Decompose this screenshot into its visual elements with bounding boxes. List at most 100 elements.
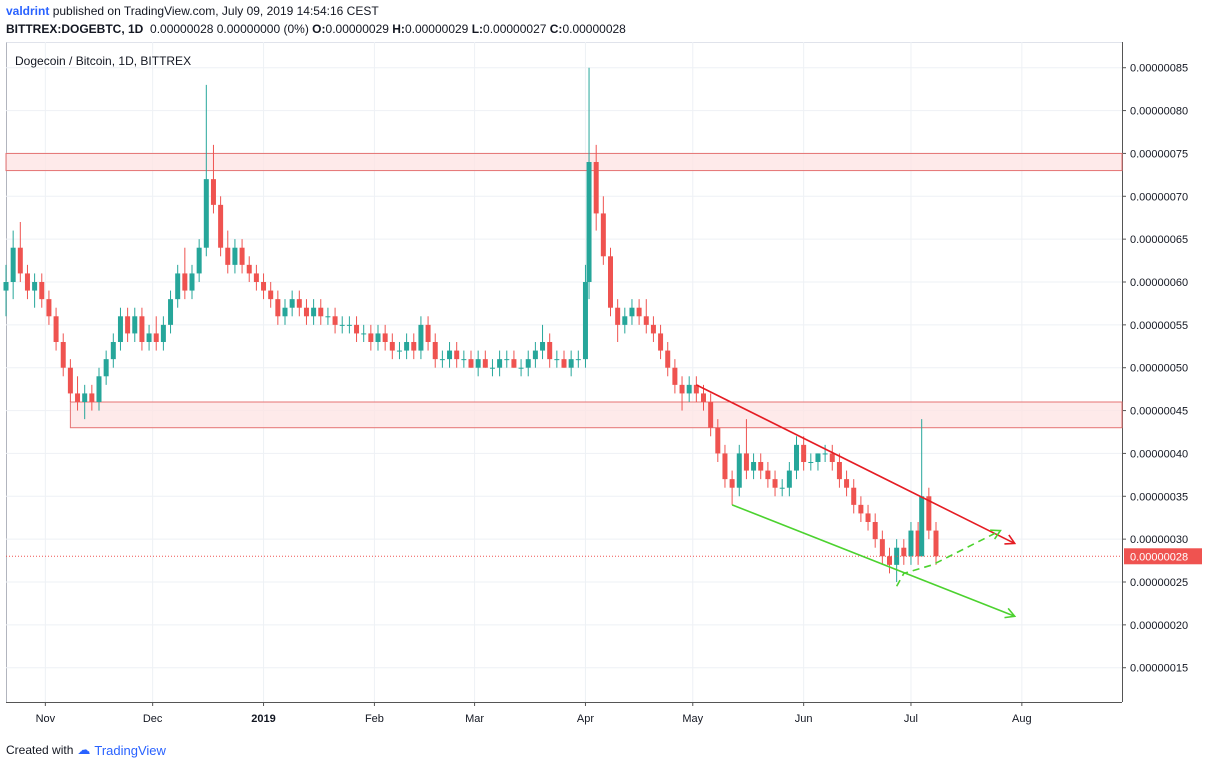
candle-body — [708, 402, 714, 428]
candle-body — [461, 359, 467, 361]
candle-body — [650, 324, 656, 334]
current-price-label: 0.00000028 — [1130, 551, 1188, 563]
candle-body — [582, 282, 588, 360]
candle-body — [253, 273, 259, 282]
footer: Created with ☁ TradingView — [6, 742, 166, 758]
tradingview-logo-icon[interactable]: ☁ — [77, 742, 91, 757]
candle-body — [296, 299, 302, 308]
published-text: published on TradingView.com, July 09, 2… — [52, 4, 379, 18]
candle-body — [865, 513, 871, 522]
candle-body — [175, 273, 181, 300]
time-tick-label: May — [682, 713, 703, 725]
candle-body — [851, 487, 857, 505]
candle-body — [858, 504, 864, 514]
resistance-zone — [69, 401, 1123, 429]
candle-body — [139, 316, 145, 342]
ohlc-bar: BITTREX:DOGEBTC, 1D 0.00000028 0.0000000… — [6, 22, 626, 36]
candle-body — [525, 359, 531, 368]
time-tick-label: Feb — [365, 713, 384, 725]
candle-body — [701, 393, 706, 402]
candle-body — [232, 247, 238, 265]
candle-body — [772, 479, 778, 488]
candle-body — [75, 393, 81, 402]
candle-body — [636, 307, 642, 317]
candle-body — [786, 470, 792, 488]
candle-body — [275, 299, 281, 317]
candle-body — [67, 367, 73, 394]
candle-body — [693, 384, 699, 394]
candle-body — [518, 367, 524, 369]
author-link[interactable]: valdrint — [6, 4, 50, 18]
candle-body — [196, 247, 202, 274]
candle-body — [411, 342, 417, 351]
candle-body — [382, 333, 388, 342]
candle-body — [593, 162, 599, 214]
price-tick-label: 0.00000020 — [1130, 620, 1188, 632]
candle-body — [919, 496, 925, 557]
candle-body — [547, 342, 553, 360]
candle-body — [554, 359, 560, 361]
candle-body — [665, 350, 671, 368]
candle-body — [46, 299, 52, 317]
time-tick-label: Mar — [465, 713, 484, 725]
candle-body — [239, 247, 245, 265]
price-tick-label: 0.00000035 — [1130, 491, 1188, 503]
candle-body — [103, 359, 109, 377]
candle-body — [475, 359, 481, 368]
candle-body — [404, 342, 410, 351]
tradingview-brand[interactable]: TradingView — [94, 742, 166, 758]
candle-body — [765, 470, 771, 480]
candle-body — [504, 359, 510, 361]
candle-body — [182, 273, 188, 291]
candle-body — [203, 179, 209, 248]
time-axis[interactable] — [6, 702, 1122, 732]
candle-body — [425, 324, 431, 342]
price-tick-label: 0.00000045 — [1130, 406, 1188, 418]
candle-body — [39, 282, 45, 300]
candle-body — [368, 333, 374, 342]
candle-body — [96, 376, 102, 402]
close-label: C: — [549, 22, 563, 36]
time-tick-label: Aug — [1012, 713, 1032, 725]
current-price-badge — [1124, 548, 1202, 565]
candle-body — [289, 299, 295, 308]
symbol-label: BITTREX:DOGEBTC, 1D — [6, 22, 144, 36]
candle-body — [511, 359, 517, 368]
candle-body — [887, 556, 892, 565]
candle-body — [729, 479, 735, 488]
candle-body — [815, 453, 821, 462]
candle-body — [643, 316, 649, 325]
candle-body — [736, 453, 742, 488]
close-value: 0.00000028 — [562, 22, 626, 36]
candle-body — [82, 393, 88, 402]
candle-body — [268, 290, 274, 300]
candle-body — [418, 324, 424, 351]
candle-body — [722, 453, 728, 480]
candle-body — [389, 342, 395, 351]
created-with-text: Created with — [6, 743, 74, 757]
price-tick-label: 0.00000030 — [1130, 534, 1188, 546]
open-value: 0.00000029 — [325, 22, 389, 36]
candle-body — [575, 359, 581, 361]
candle-body — [189, 273, 195, 291]
candle-body — [672, 367, 678, 385]
publish-info: valdrint published on TradingView.com, J… — [6, 4, 379, 18]
candle-body — [361, 333, 367, 335]
time-tick-label: Nov — [36, 713, 56, 725]
time-tick-label: 2019 — [251, 713, 275, 725]
chart-pane[interactable] — [6, 42, 1122, 702]
candle-body — [568, 359, 574, 368]
candle-body — [844, 479, 850, 488]
price-axis[interactable] — [1122, 42, 1214, 702]
open-label: O: — [312, 22, 326, 36]
candle-body — [447, 350, 453, 360]
candle-body — [901, 547, 907, 557]
candle-body — [686, 384, 692, 394]
change-text: 0.00000028 0.00000000 (0%) — [150, 22, 309, 36]
price-tick-label: 0.00000040 — [1130, 448, 1188, 460]
candle-body — [311, 307, 317, 317]
candle-body — [497, 359, 503, 368]
candle-body — [629, 307, 635, 317]
price-tick-label: 0.00000080 — [1130, 106, 1188, 118]
